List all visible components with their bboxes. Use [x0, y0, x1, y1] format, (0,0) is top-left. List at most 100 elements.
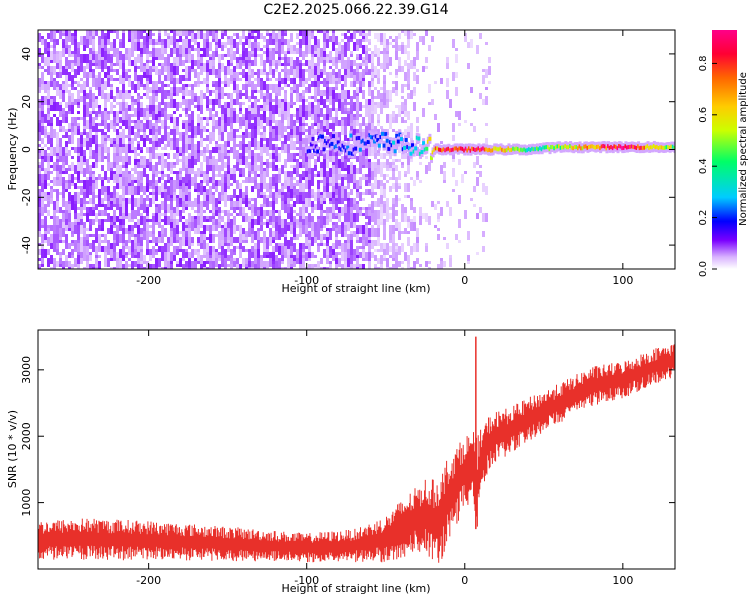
spectrogram-cell [155, 186, 158, 192]
spectrogram-cell [233, 51, 236, 60]
spectrogram-cell [392, 243, 395, 252]
spectrogram-cell [107, 114, 110, 120]
spectrogram-cell [59, 129, 62, 132]
spectrogram-cell [215, 42, 218, 45]
spectrogram-cell [173, 153, 176, 159]
spectrogram-cell [146, 75, 149, 78]
spectrogram-cell [167, 261, 170, 269]
spectrogram-cell [347, 30, 350, 33]
spectrogram-cell [137, 120, 140, 129]
spectrogram-cell [209, 216, 212, 222]
spectrogram-cell [131, 201, 134, 210]
spectrogram-cell [170, 228, 173, 231]
spectrogram-cell [173, 111, 176, 114]
spectrogram-cell [359, 162, 362, 168]
spectrogram-cell [365, 99, 368, 108]
spectrogram-cell [248, 198, 251, 201]
spectrogram-cell [290, 153, 293, 162]
spectrogram-cell [194, 216, 197, 219]
spectrogram-cell [401, 84, 404, 93]
spectrogram-cell [152, 45, 155, 48]
spectrogram-cell [335, 108, 338, 117]
spectrogram-cell [242, 69, 245, 75]
spectrogram-cell [242, 234, 245, 240]
spectrogram-cell [203, 48, 206, 57]
spectrogram-cell [332, 33, 335, 42]
spectrogram-cell [62, 162, 65, 168]
spectrogram-cell [233, 66, 236, 72]
carrier-cell [502, 148, 506, 153]
spectrogram-cell [341, 102, 344, 105]
spectrogram-cell [188, 123, 191, 126]
spectrogram-cell [116, 54, 119, 63]
spectrogram-cell [377, 153, 380, 156]
spectrogram-cell [275, 84, 278, 93]
spectrogram-cell [344, 33, 347, 39]
spectrogram-cell [227, 165, 230, 171]
spectrogram-cell [323, 192, 326, 198]
spectrogram-cell [56, 144, 59, 153]
carrier-cell [516, 146, 520, 151]
carrier-cell [539, 146, 543, 151]
spectrogram-cell [77, 81, 80, 84]
spectrogram-cell [107, 54, 110, 63]
spectrogram-cell [101, 111, 104, 120]
spectrogram-cell [485, 69, 488, 78]
spectrogram-cell [101, 147, 104, 156]
spectrogram-cell [308, 30, 311, 36]
spectrogram-cell [212, 156, 215, 165]
spectrogram-cell [176, 171, 179, 174]
spectrogram-cell [410, 129, 413, 138]
spectrogram-cell [365, 72, 368, 75]
spectrogram-cell [257, 249, 260, 258]
spectrogram-cell [131, 81, 134, 90]
spectrogram-cell [281, 165, 284, 174]
spectrogram-cell [173, 57, 176, 63]
spectrogram-cell [110, 63, 113, 69]
spectrogram-cell [47, 51, 50, 57]
spectrogram-cell [179, 183, 182, 186]
spectrogram-cell [107, 123, 110, 132]
spectrogram-cell [188, 72, 191, 81]
spectrogram-cell [122, 186, 125, 195]
spectrogram-cell [344, 117, 347, 126]
carrier-cell [657, 146, 661, 151]
spectrogram-cell [251, 108, 254, 114]
spectrogram-cell [185, 249, 188, 252]
spectrogram-cell [41, 96, 44, 105]
y-tick-label: -40 [20, 236, 33, 254]
spectrogram-cell [308, 231, 311, 240]
spectrogram-cell [251, 186, 254, 192]
spectrogram-cell [74, 225, 77, 234]
spectrogram-cell [110, 54, 113, 57]
spectrogram-cell [302, 264, 305, 269]
spectrogram-cell [332, 90, 335, 99]
spectrogram-cell [194, 249, 197, 255]
spectrogram-cell [197, 243, 200, 246]
spectrogram-cell [191, 243, 194, 246]
spectrogram-cell [83, 138, 86, 147]
spectrogram-cell [242, 117, 245, 120]
spectrogram-cell [248, 111, 251, 114]
spectrogram-cell [245, 264, 248, 267]
spectrogram-cell [89, 72, 92, 78]
spectrogram-cell [266, 195, 269, 198]
spectrogram-cell [332, 213, 335, 219]
spectrogram-cell [215, 258, 218, 267]
spectrogram-cell [401, 96, 404, 99]
spectrogram-cell [158, 171, 161, 174]
spectrogram-cell [245, 84, 248, 90]
spectrogram-cell [149, 162, 152, 171]
spectrogram-cell [230, 174, 233, 180]
spectrogram-cell [446, 243, 449, 249]
spectrogram-cell [290, 180, 293, 189]
spectrogram-cell [317, 117, 320, 123]
spectrogram-cell [308, 111, 311, 117]
spectrogram-cell [287, 39, 290, 48]
spectrogram-cell [155, 81, 158, 90]
spectrogram-cell [377, 48, 380, 57]
spectrogram-cell [191, 45, 194, 51]
spectrogram-cell [95, 63, 98, 66]
spectrogram-cell [80, 54, 83, 63]
spectrogram-cell [119, 60, 122, 69]
